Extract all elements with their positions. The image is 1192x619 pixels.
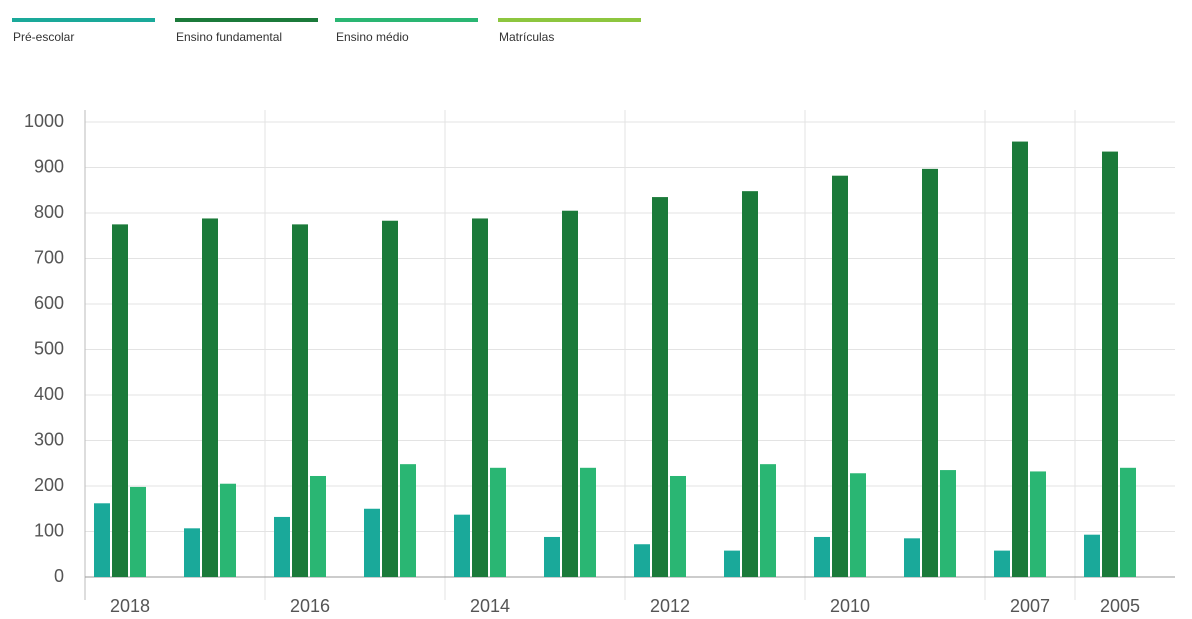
bar [274, 516, 290, 577]
legend-label: Matrículas [499, 30, 554, 44]
bar [724, 550, 740, 577]
bar [1030, 471, 1046, 577]
bar [562, 210, 578, 577]
bar [580, 467, 596, 577]
bar [850, 473, 866, 577]
bar [1012, 141, 1028, 577]
y-tick-label: 400 [34, 384, 64, 404]
x-tick-label: 2010 [830, 596, 870, 616]
bar [94, 503, 110, 577]
bar [400, 464, 416, 577]
bar [130, 486, 146, 577]
bar [1120, 467, 1136, 577]
bar [310, 475, 326, 577]
bar [1084, 534, 1100, 577]
bar [832, 175, 848, 577]
y-tick-label: 1000 [24, 111, 64, 131]
bar [544, 536, 560, 577]
x-tick-label: 2014 [470, 596, 510, 616]
bar [760, 464, 776, 577]
x-tick-label: 2012 [650, 596, 690, 616]
bar [670, 475, 686, 577]
y-tick-label: 600 [34, 293, 64, 313]
y-tick-label: 200 [34, 475, 64, 495]
bar [652, 197, 668, 577]
bar [742, 191, 758, 577]
bar [202, 218, 218, 577]
bar [904, 538, 920, 577]
y-tick-label: 100 [34, 520, 64, 540]
legend-label: Ensino fundamental [176, 30, 282, 44]
bar [364, 508, 380, 577]
bar [1102, 151, 1118, 577]
y-tick-label: 800 [34, 202, 64, 222]
y-tick-label: 300 [34, 429, 64, 449]
bar [184, 528, 200, 577]
y-tick-label: 700 [34, 247, 64, 267]
bar [292, 224, 308, 577]
legend-label: Pré-escolar [13, 30, 74, 44]
x-tick-label: 2018 [110, 596, 150, 616]
bar [994, 550, 1010, 577]
bar [922, 168, 938, 578]
bar [112, 224, 128, 577]
x-tick-label: 2007 [1010, 596, 1050, 616]
bar [454, 514, 470, 577]
bar [814, 536, 830, 577]
y-tick-label: 500 [34, 338, 64, 358]
bar [472, 218, 488, 577]
bar [220, 483, 236, 577]
y-tick-label: 0 [54, 566, 64, 586]
bar [490, 467, 506, 577]
bar [940, 470, 956, 577]
legend-label: Ensino médio [336, 30, 409, 44]
x-tick-label: 2016 [290, 596, 330, 616]
bar [382, 220, 398, 578]
y-tick-label: 900 [34, 156, 64, 176]
bar [634, 544, 650, 577]
x-tick-label: 2005 [1100, 596, 1140, 616]
